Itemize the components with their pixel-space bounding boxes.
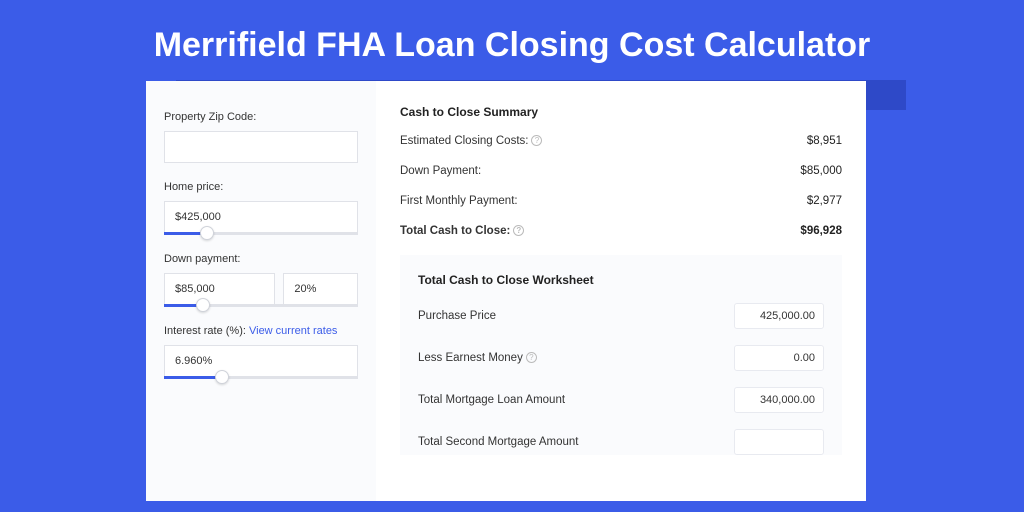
worksheet-row-value[interactable]: 340,000.00 — [734, 387, 824, 413]
interest-slider-fill — [164, 376, 222, 379]
summary-row-value: $8,951 — [807, 135, 842, 147]
worksheet-row: Total Mortgage Loan Amount 340,000.00 — [418, 387, 824, 413]
interest-slider[interactable] — [164, 376, 358, 379]
worksheet-row-label: Purchase Price — [418, 310, 496, 322]
down-payment-field-group: Down payment: — [164, 253, 358, 307]
interest-slider-thumb[interactable] — [215, 370, 229, 384]
inputs-panel: Property Zip Code: Home price: Down paym… — [146, 81, 376, 501]
calculator-container: Property Zip Code: Home price: Down paym… — [146, 81, 866, 501]
help-icon[interactable]: ? — [526, 352, 537, 363]
summary-row-label: Estimated Closing Costs:? — [400, 135, 542, 147]
summary-row: First Monthly Payment: $2,977 — [400, 195, 842, 207]
worksheet-section: Total Cash to Close Worksheet Purchase P… — [400, 255, 842, 455]
home-price-input[interactable] — [164, 201, 358, 233]
worksheet-row-value[interactable] — [734, 429, 824, 455]
summary-title: Cash to Close Summary — [400, 105, 842, 119]
worksheet-row-label: Total Second Mortgage Amount — [418, 436, 578, 448]
worksheet-row-value[interactable]: 425,000.00 — [734, 303, 824, 329]
home-price-slider[interactable] — [164, 232, 358, 235]
down-payment-input[interactable] — [164, 273, 275, 305]
view-rates-link[interactable]: View current rates — [249, 325, 337, 337]
help-icon[interactable]: ? — [513, 225, 524, 236]
worksheet-row-label: Total Mortgage Loan Amount — [418, 394, 565, 406]
zip-label: Property Zip Code: — [164, 111, 358, 123]
down-payment-slider[interactable] — [164, 304, 358, 307]
home-price-field-group: Home price: — [164, 181, 358, 235]
results-panel: Cash to Close Summary Estimated Closing … — [376, 81, 866, 501]
down-payment-label: Down payment: — [164, 253, 358, 265]
interest-label-text: Interest rate (%): — [164, 325, 249, 337]
worksheet-title: Total Cash to Close Worksheet — [418, 273, 824, 287]
help-icon[interactable]: ? — [531, 135, 542, 146]
zip-input[interactable] — [164, 131, 358, 163]
summary-row: Down Payment: $85,000 — [400, 165, 842, 177]
summary-row: Estimated Closing Costs:? $8,951 — [400, 135, 842, 147]
worksheet-row: Total Second Mortgage Amount — [418, 429, 824, 455]
summary-row-label: Total Cash to Close:? — [400, 225, 524, 237]
worksheet-row-label: Less Earnest Money? — [418, 352, 537, 364]
home-price-label: Home price: — [164, 181, 358, 193]
worksheet-row-value[interactable]: 0.00 — [734, 345, 824, 371]
home-price-slider-thumb[interactable] — [200, 226, 214, 240]
summary-row: Total Cash to Close:? $96,928 — [400, 225, 842, 237]
page-title: Merrifield FHA Loan Closing Cost Calcula… — [0, 0, 1024, 81]
summary-row-value: $2,977 — [807, 195, 842, 207]
down-payment-slider-thumb[interactable] — [196, 298, 210, 312]
summary-row-value: $85,000 — [800, 165, 842, 177]
summary-row-value: $96,928 — [800, 225, 842, 237]
summary-row-label: Down Payment: — [400, 165, 481, 177]
worksheet-row: Purchase Price 425,000.00 — [418, 303, 824, 329]
interest-field-group: Interest rate (%): View current rates — [164, 325, 358, 379]
interest-label: Interest rate (%): View current rates — [164, 325, 358, 337]
summary-row-label: First Monthly Payment: — [400, 195, 518, 207]
interest-input[interactable] — [164, 345, 358, 377]
zip-field-group: Property Zip Code: — [164, 111, 358, 163]
worksheet-row: Less Earnest Money? 0.00 — [418, 345, 824, 371]
down-payment-pct-input[interactable] — [283, 273, 358, 305]
